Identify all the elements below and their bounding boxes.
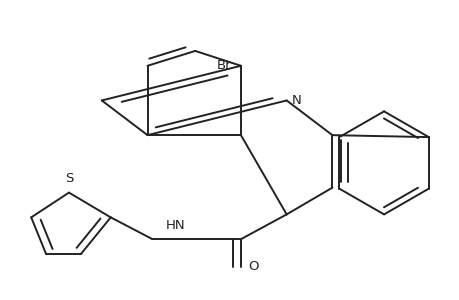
Text: Br: Br (217, 59, 231, 72)
Text: S: S (65, 172, 73, 185)
Text: HN: HN (165, 219, 185, 232)
Text: N: N (291, 94, 301, 107)
Text: O: O (247, 260, 258, 273)
